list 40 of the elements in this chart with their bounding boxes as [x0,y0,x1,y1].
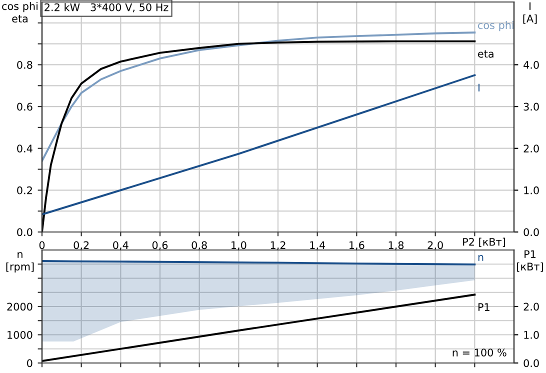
x-tick-label: 2,0 [428,241,443,250]
y2-tick-label: 4.0 [524,60,539,69]
x-tick-label: 1,4 [310,241,326,250]
y2-tick-label: 2.0 [524,302,539,311]
series-label: P1 [478,303,490,311]
x-tick-label: 1,0 [232,241,246,250]
y-tick-label: 0.8 [17,60,32,69]
x-tick-label: 0,6 [152,241,168,250]
series-label: n [478,255,484,261]
x-tick-label: 0 [39,241,45,250]
x-tick-label: 1,2 [270,241,286,250]
y-axis-title: n [rpm] [6,252,34,273]
y-axis-title: cos phi eta [2,2,38,23]
y-tick-label: 1000 [8,330,32,339]
x-tick-label: 0,4 [113,241,128,250]
x-tick-label: 0,2 [74,241,89,250]
x-tick-label: 1,6 [350,241,364,250]
x-axis-title: P2 [кВт] [463,238,506,248]
chart-title: 2.2 kW 3*400 V, 50 Hz [44,3,168,12]
series-label: eta [478,50,494,58]
y2-tick-label: 0.0 [524,359,539,368]
y2-axis-title: P1 [кВт] [517,250,543,272]
line-series [42,32,476,162]
x-tick-label: 0,8 [192,241,207,250]
y-tick-label: 0 [27,359,32,368]
x-tick-label: 1,8 [388,241,404,250]
y-tick-label: 0.2 [17,186,32,194]
y2-tick-label: 3.0 [524,102,539,111]
y2-tick-label: 1.0 [524,330,539,339]
series-label: I [478,84,480,92]
series-label: cos phi [478,21,514,32]
y-tick-label: 0.4 [17,144,32,152]
y2-tick-label: 1.0 [524,186,539,194]
y2-tick-label: 0.0 [524,228,539,236]
y2-axis-title: I [A] [523,2,537,24]
y-tick-label: 0.6 [17,102,32,111]
y2-tick-label: 2.0 [524,144,539,152]
annotation: n = 100 % [452,348,506,356]
y-tick-label: 2000 [7,302,32,311]
y-tick-label: 0.0 [17,228,32,236]
